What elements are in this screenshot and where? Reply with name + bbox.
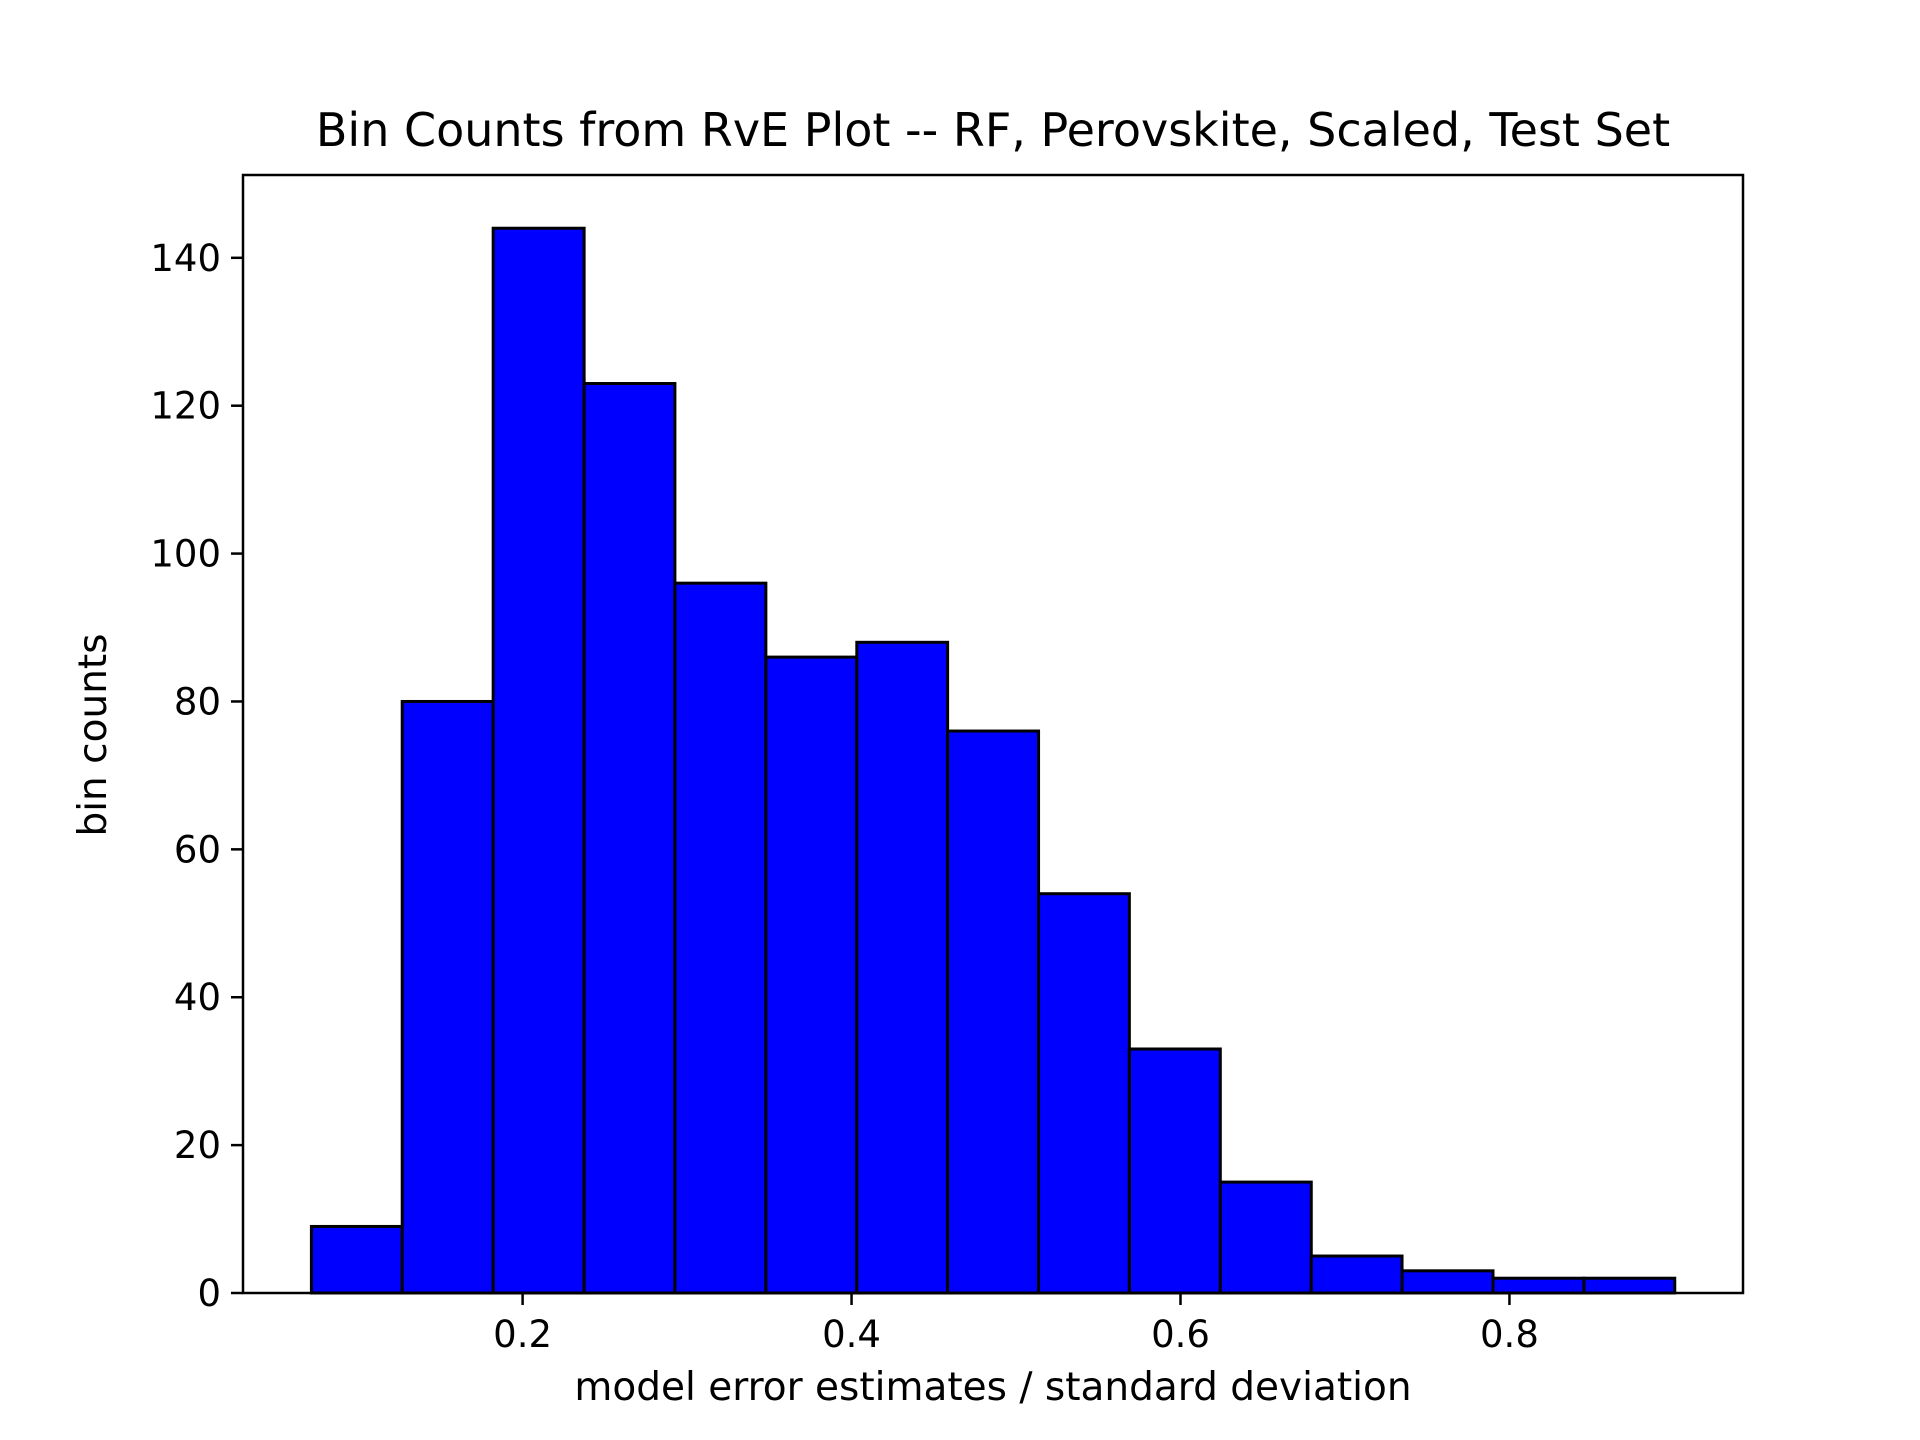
y-axis-ticks: 0 20 40 60 80 100 120 140	[150, 237, 243, 1315]
histogram-bar-13	[1400, 1269, 1495, 1295]
y-tick-label: 140	[150, 237, 221, 280]
y-tick-label: 80	[174, 680, 221, 723]
x-axis-ticks: 0.2 0.4 0.6 0.8	[493, 1293, 1539, 1356]
histogram-bar-4	[582, 382, 677, 1295]
chart-title: Bin Counts from RvE Plot -- RF, Perovski…	[316, 103, 1670, 157]
histogram-bar-6	[764, 655, 859, 1295]
histogram-bar-15	[1582, 1276, 1677, 1295]
y-tick-label: 0	[197, 1272, 221, 1315]
histogram-bar-11	[1218, 1180, 1313, 1295]
x-tick-label: 0.4	[822, 1313, 881, 1356]
histogram-bar-14	[1491, 1276, 1586, 1295]
y-tick-label: 60	[174, 828, 221, 871]
x-axis-label: model error estimates / standard deviati…	[574, 1365, 1411, 1410]
histogram-bar-12	[1309, 1254, 1404, 1295]
plot-frame	[241, 173, 1745, 1295]
x-tick-label: 0.8	[1480, 1313, 1539, 1356]
histogram-bar-7	[855, 640, 950, 1295]
histogram-bar-8	[946, 729, 1041, 1295]
y-tick-label: 40	[174, 976, 221, 1019]
y-tick-label: 120	[150, 385, 221, 428]
histogram-bar-2	[400, 699, 495, 1295]
histogram-bar-3	[491, 226, 586, 1295]
y-tick-label: 100	[150, 533, 221, 576]
histogram-bar-1	[309, 1224, 404, 1295]
bars-group	[309, 226, 1677, 1295]
x-tick-label: 0.6	[1151, 1313, 1210, 1356]
y-tick-label: 20	[174, 1124, 221, 1167]
y-axis-label: bin counts	[71, 633, 116, 836]
histogram-bar-5	[673, 581, 768, 1295]
x-tick-label: 0.2	[493, 1313, 552, 1356]
histogram-bar-10	[1127, 1047, 1222, 1295]
histogram-bar-9	[1037, 892, 1131, 1295]
